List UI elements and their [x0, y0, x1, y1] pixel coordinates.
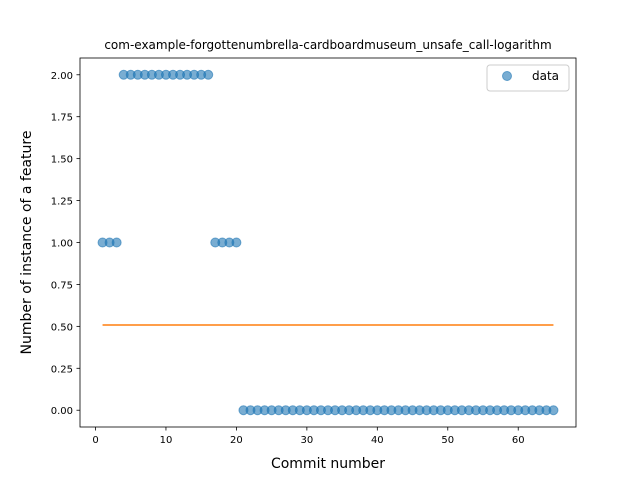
x-tick-label: 50 — [441, 435, 454, 446]
y-tick-label: 1.25 — [51, 197, 73, 208]
y-tick-label: 0.25 — [51, 364, 73, 375]
x-tick-label: 30 — [300, 435, 313, 446]
y-tick-label: 1.75 — [51, 113, 73, 124]
y-tick-label: 0.00 — [51, 406, 73, 417]
x-axis: 0 10 20 30 40 50 60 — [92, 427, 525, 446]
y-axis: 0.00 0.25 0.50 0.75 1.00 1.25 1.50 1.75 2.00 — [51, 71, 80, 417]
x-tick-label: 60 — [512, 435, 525, 446]
data-point — [111, 237, 122, 248]
y-tick-label: 1.50 — [51, 155, 73, 166]
x-tick-label: 20 — [230, 435, 243, 446]
x-axis-label: Commit number — [271, 456, 385, 472]
legend: data — [486, 64, 570, 92]
data-point — [203, 69, 214, 80]
plot-frame — [79, 57, 577, 428]
y-tick-label: 0.75 — [51, 280, 73, 291]
legend-label-data: data — [532, 69, 559, 83]
chart-title: com-example-forgottenumbrella-cardboardm… — [104, 38, 551, 52]
x-tick-label: 10 — [160, 435, 173, 446]
y-tick-label: 2.00 — [51, 71, 73, 82]
y-axis-label: Number of instance of a feature — [19, 131, 35, 355]
data-point — [548, 405, 559, 416]
y-tick-label: 1.00 — [51, 239, 73, 250]
data-point — [231, 237, 242, 248]
x-tick-label: 0 — [92, 435, 98, 446]
y-tick-label: 0.50 — [51, 322, 73, 333]
legend-marker-data — [502, 71, 512, 81]
x-tick-label: 40 — [371, 435, 384, 446]
